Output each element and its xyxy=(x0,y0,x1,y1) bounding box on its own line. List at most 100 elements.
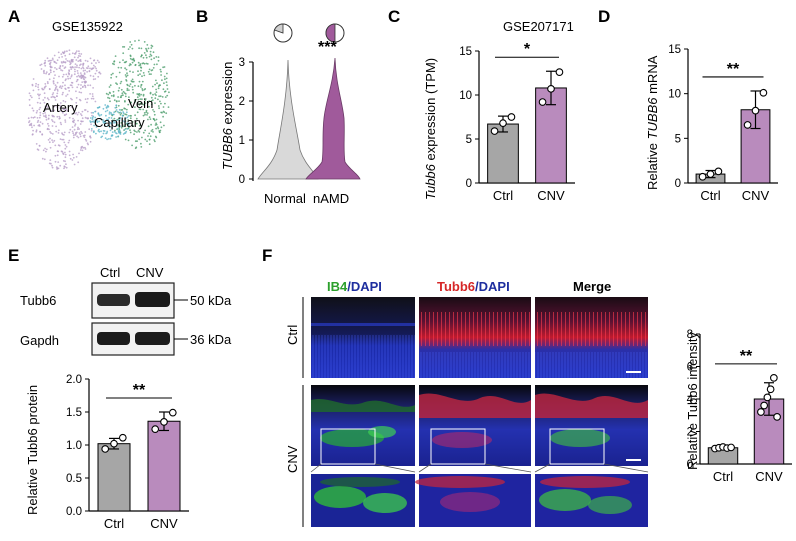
umap-point xyxy=(99,72,102,75)
umap-point xyxy=(129,63,132,65)
umap-point xyxy=(81,110,84,113)
umap-point xyxy=(92,87,94,89)
y-tick-label: 0.5 xyxy=(66,473,82,485)
umap-point xyxy=(69,61,71,63)
umap-point xyxy=(65,58,67,60)
umap-point xyxy=(124,117,127,120)
umap-point xyxy=(134,106,136,109)
umap-point xyxy=(142,131,145,134)
umap-point xyxy=(144,138,147,141)
umap-point xyxy=(138,80,141,83)
umap-point xyxy=(53,54,56,57)
umap-point xyxy=(126,127,129,130)
umap-point xyxy=(136,111,139,114)
umap-point xyxy=(48,114,50,117)
umap-point xyxy=(103,130,106,132)
umap-point xyxy=(168,91,170,94)
panel-label-e: E xyxy=(8,246,19,265)
umap-point xyxy=(68,131,71,134)
data-point xyxy=(499,119,507,128)
data-point xyxy=(759,88,768,97)
umap-point xyxy=(81,132,83,135)
data-point xyxy=(743,121,752,129)
umap-point xyxy=(120,126,123,129)
umap-point xyxy=(35,129,38,132)
x-tick-label: CNV xyxy=(537,188,565,203)
umap-point xyxy=(68,90,71,92)
umap-point xyxy=(162,66,165,69)
umap-point xyxy=(47,98,50,101)
umap-point xyxy=(51,166,54,169)
umap-point xyxy=(150,54,153,57)
panel-label-c: C xyxy=(388,7,400,26)
umap-point xyxy=(157,127,160,130)
umap-point xyxy=(47,125,50,127)
umap-point xyxy=(85,140,88,142)
umap-point xyxy=(100,130,102,133)
umap-point xyxy=(66,75,69,78)
umap-point xyxy=(100,136,103,139)
umap-point xyxy=(51,133,54,135)
umap-point xyxy=(160,126,163,129)
umap-point xyxy=(144,102,147,104)
umap-point xyxy=(68,116,71,119)
umap-point xyxy=(131,86,134,88)
umap-point xyxy=(148,100,151,102)
umap-point xyxy=(91,93,94,95)
umap-point xyxy=(117,66,120,69)
image-cnv-merge-zoom xyxy=(535,474,648,527)
umap-point xyxy=(165,112,168,115)
umap-point xyxy=(55,62,58,64)
umap-point xyxy=(123,128,126,131)
umap-point xyxy=(113,122,115,124)
umap-point xyxy=(49,146,52,149)
umap-point xyxy=(32,129,34,132)
umap-point xyxy=(143,74,146,77)
umap-point xyxy=(77,60,80,62)
umap-point xyxy=(37,124,40,127)
umap-point xyxy=(62,52,65,54)
umap-point xyxy=(142,103,145,106)
umap-point xyxy=(79,64,81,66)
umap-point xyxy=(56,90,59,92)
data-point xyxy=(727,443,735,452)
umap-point xyxy=(61,150,64,153)
umap-point xyxy=(80,120,82,123)
umap-point xyxy=(57,51,60,54)
umap-point xyxy=(108,97,111,100)
umap-point xyxy=(114,110,117,113)
umap-point xyxy=(137,85,140,88)
umap-point xyxy=(150,100,153,102)
bar-chart-d: Relative TUBB6 mRNA 0 5 10 15 Ctrl CNV ** xyxy=(645,44,778,203)
umap-point xyxy=(108,116,110,119)
umap-point xyxy=(92,75,95,78)
umap-point xyxy=(129,41,132,43)
umap-point xyxy=(110,113,113,115)
umap-point xyxy=(120,88,123,91)
umap-point xyxy=(85,67,88,69)
umap-point xyxy=(136,140,139,143)
umap-point xyxy=(118,108,121,111)
umap-point xyxy=(119,125,122,127)
umap-point xyxy=(73,68,76,71)
umap-point xyxy=(80,76,83,79)
umap-point xyxy=(110,94,113,97)
umap-point xyxy=(158,95,161,98)
umap-point xyxy=(163,90,166,93)
lane-label-cnv: CNV xyxy=(136,265,164,280)
umap-point xyxy=(27,117,30,120)
umap-point xyxy=(105,106,108,108)
umap-point xyxy=(135,117,138,120)
chart-e-y-label: Relative Tubb6 protein xyxy=(25,385,40,515)
umap-point xyxy=(43,92,46,95)
umap-point xyxy=(48,88,51,90)
umap-point xyxy=(69,63,71,66)
umap-point xyxy=(73,128,76,131)
umap-point xyxy=(84,85,87,87)
umap-point xyxy=(132,80,135,83)
umap-point xyxy=(138,103,141,106)
umap-point xyxy=(106,138,108,141)
umap-point xyxy=(140,93,143,96)
y-tick-label: 15 xyxy=(459,46,472,58)
umap-point xyxy=(136,96,139,99)
